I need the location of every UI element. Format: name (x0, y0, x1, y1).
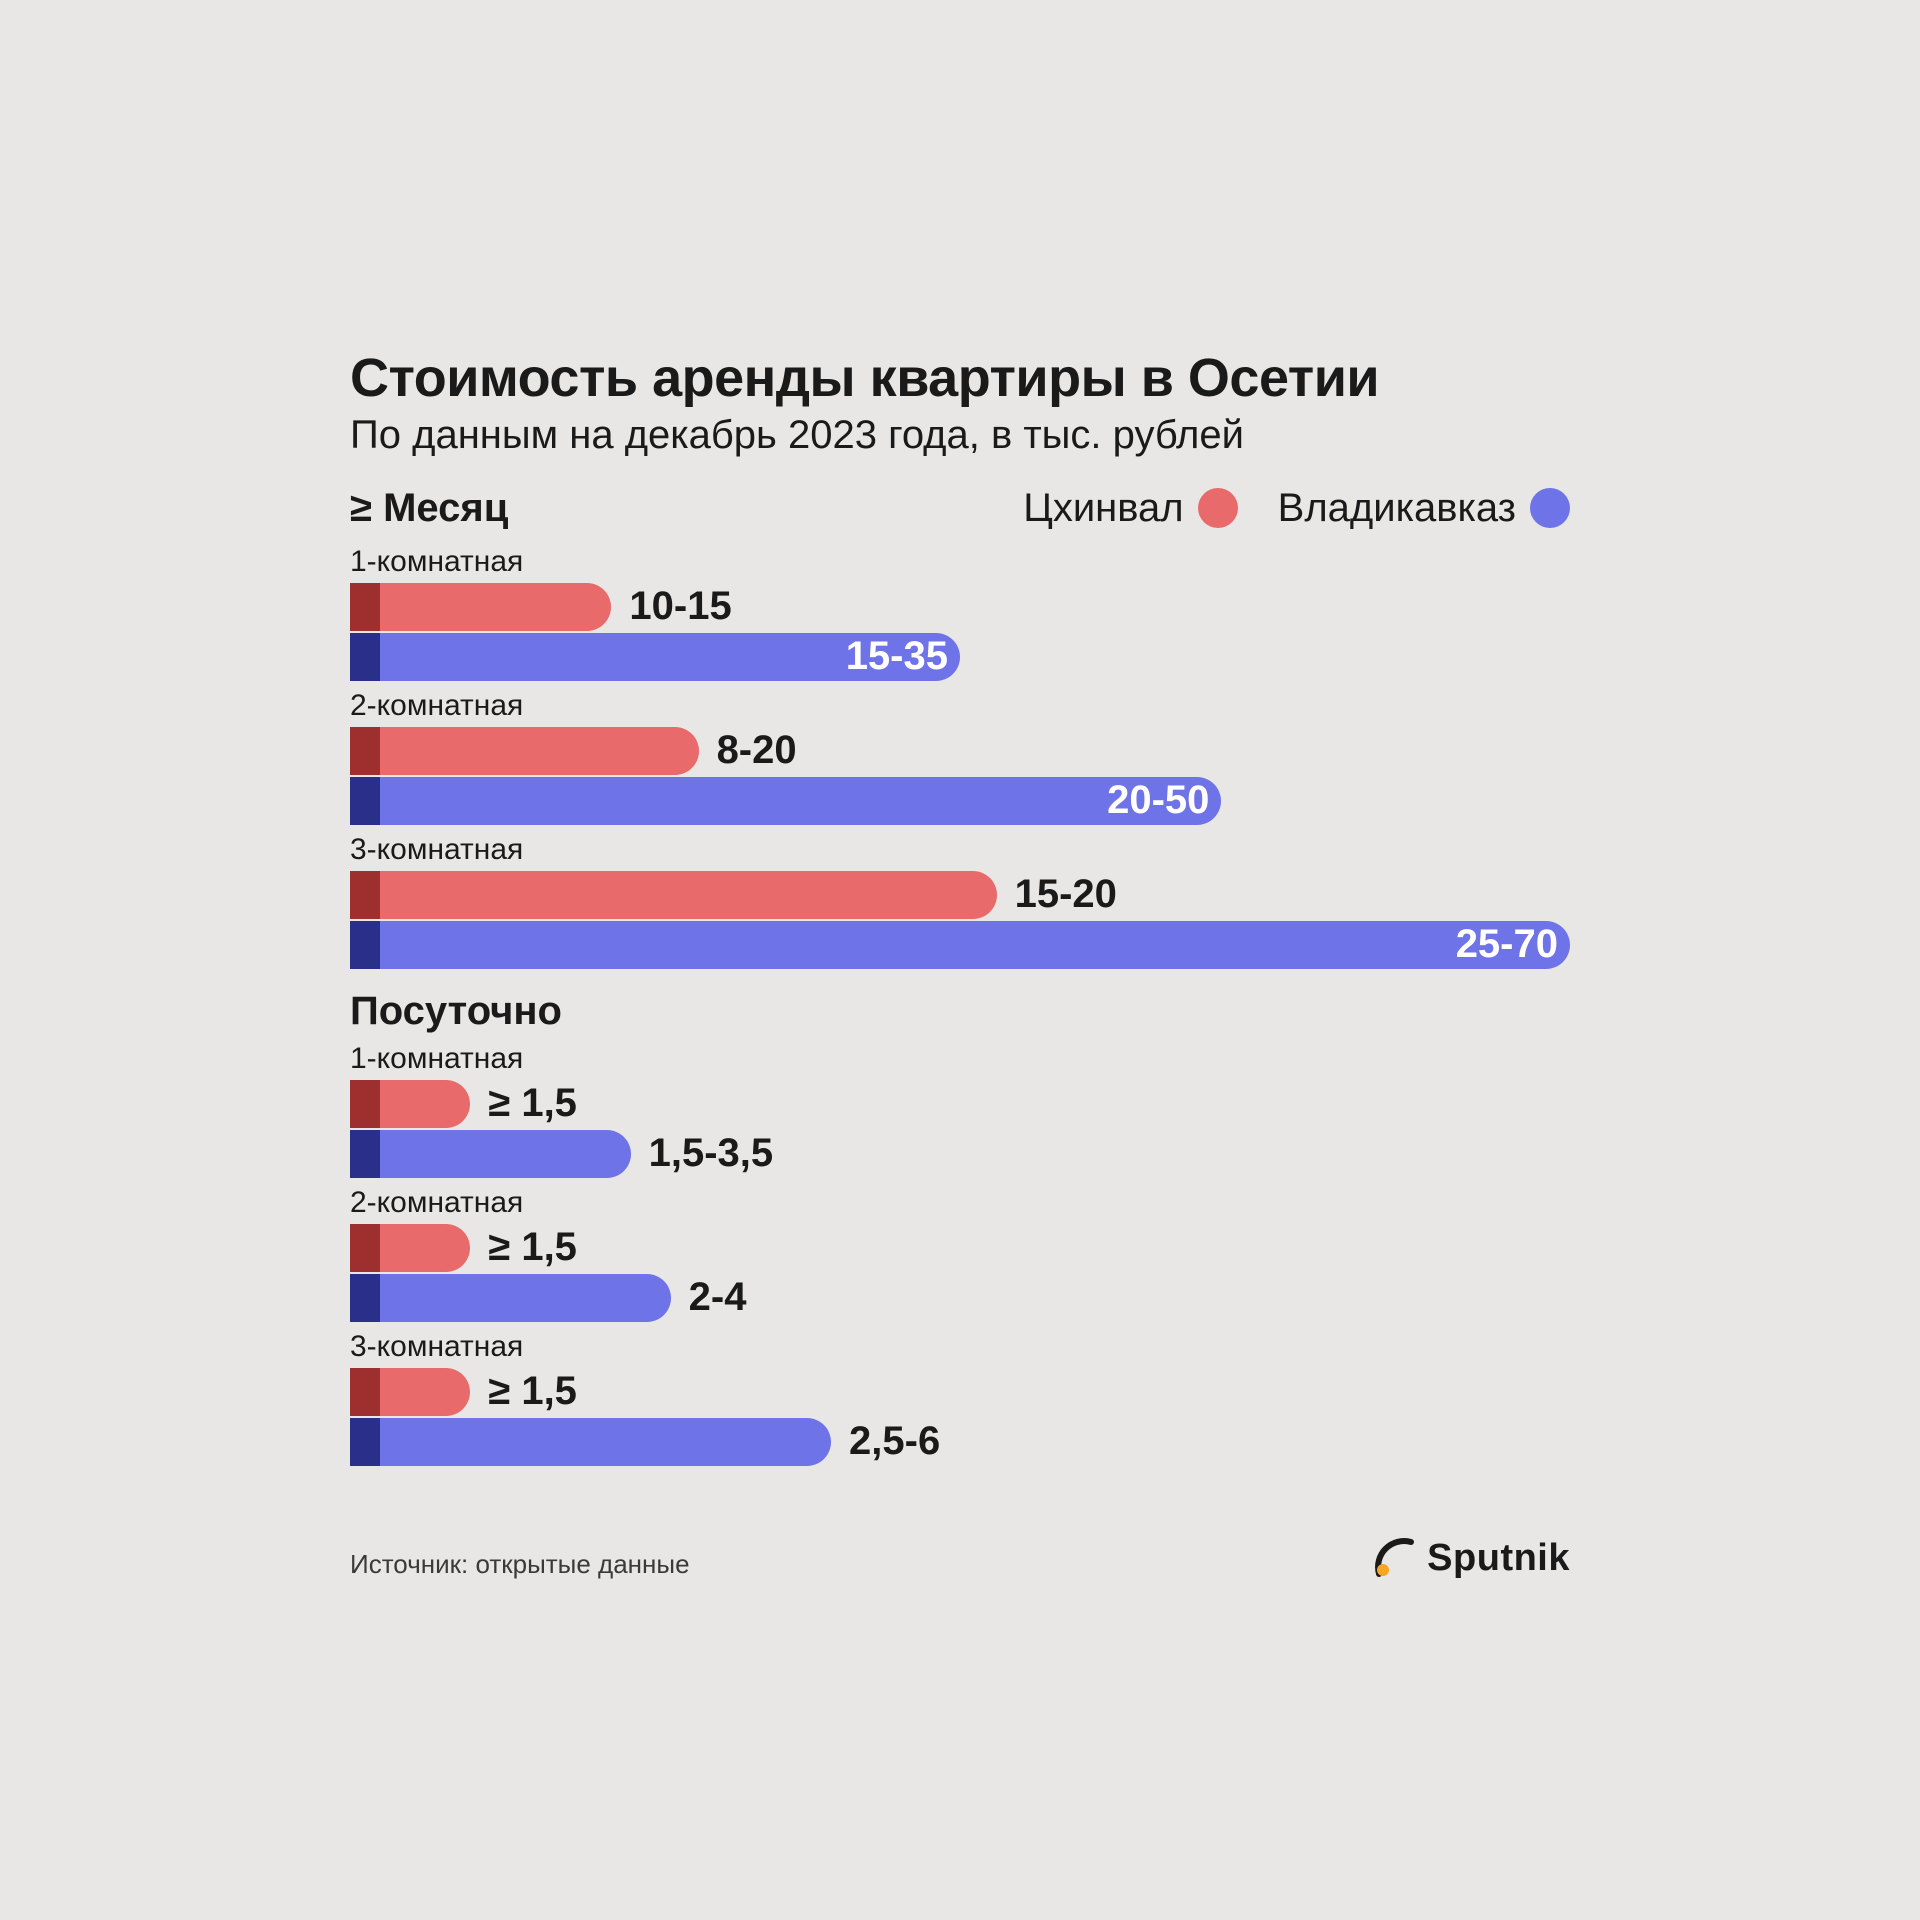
section-daily: 1-комнатная≥ 1,51,5-3,52-комнатная≥ 1,52… (350, 1034, 1570, 1468)
bar-accent (350, 583, 380, 631)
bar (350, 1130, 631, 1178)
legend-item-city1: Цхинвал (1023, 486, 1237, 531)
chart-title: Стоимость аренды квартиры в Осетии (350, 350, 1570, 407)
bar-accent (350, 1274, 380, 1322)
section-heading-daily: Посуточно (350, 989, 1570, 1034)
bar-row: 2,5-6 (350, 1418, 1570, 1466)
bar-accent (350, 777, 380, 825)
bar-value-label: 15-20 (1015, 872, 1117, 917)
bar-group: 2-комнатная ≥ 1,5 2-4 (350, 1186, 1570, 1322)
bar-row: 20-50 (350, 777, 1570, 825)
bar-value-label: ≥ 1,5 (488, 1369, 577, 1414)
bar-accent (350, 1080, 380, 1128)
bar-value-label: ≥ 1,5 (488, 1081, 577, 1126)
sputnik-logo: Sputnik (1373, 1536, 1570, 1580)
section-monthly: 1-комнатная 10-15 15-35 2-комнатная 8-20 20-5… (350, 537, 1570, 971)
group-label: 1-комнатная (350, 545, 1570, 579)
bar-row: ≥ 1,5 (350, 1368, 1570, 1416)
bar-row: 15-35 (350, 633, 1570, 681)
bar-accent (350, 633, 380, 681)
bar (350, 1418, 831, 1466)
sputnik-logo-icon (1373, 1536, 1417, 1580)
legend-item-city2: Владикавказ (1278, 486, 1570, 531)
legend: Цхинвал Владикавказ (1023, 486, 1570, 531)
bar-row: 8-20 (350, 727, 1570, 775)
bar-value-label: 15-35 (846, 634, 948, 679)
bar-group: 3-комнатная ≥ 1,5 2,5-6 (350, 1330, 1570, 1466)
legend-swatch-city1 (1198, 488, 1238, 528)
bar (350, 777, 1221, 825)
bar-row: 1,5-3,5 (350, 1130, 1570, 1178)
bar-value-label: 10-15 (629, 584, 731, 629)
bar-value-label: 20-50 (1107, 778, 1209, 823)
bar-value-label: 2-4 (689, 1275, 747, 1320)
legend-label-city2: Владикавказ (1278, 486, 1516, 531)
legend-swatch-city2 (1530, 488, 1570, 528)
bar-accent (350, 727, 380, 775)
bar-group: 1-комнатная ≥ 1,5 1,5-3,5 (350, 1042, 1570, 1178)
source-text: Источник: открытые данные (350, 1549, 690, 1580)
bar-accent (350, 1418, 380, 1466)
bar-row: 15-20 (350, 871, 1570, 919)
group-label: 2-комнатная (350, 1186, 1570, 1220)
bar-group: 3-комнатная 15-20 25-70 (350, 833, 1570, 969)
legend-row: ≥ Месяц Цхинвал Владикавказ (350, 486, 1570, 531)
bar-value-label: 8-20 (717, 728, 797, 773)
bar-accent (350, 1368, 380, 1416)
chart-subtitle: По данным на декабрь 2023 года, в тыс. р… (350, 413, 1570, 458)
sputnik-logo-text: Sputnik (1427, 1537, 1570, 1580)
footer: Источник: открытые данные Sputnik (350, 1522, 1570, 1580)
bar-group: 1-комнатная 10-15 15-35 (350, 545, 1570, 681)
bar-row: 10-15 (350, 583, 1570, 631)
bar-row: 2-4 (350, 1274, 1570, 1322)
bar-value-label: 2,5-6 (849, 1419, 940, 1464)
infographic-card: Стоимость аренды квартиры в Осетии По да… (320, 320, 1600, 1600)
bar-group: 2-комнатная 8-20 20-50 (350, 689, 1570, 825)
bar-row: ≥ 1,5 (350, 1080, 1570, 1128)
bar (350, 871, 997, 919)
bar-row: ≥ 1,5 (350, 1224, 1570, 1272)
legend-label-city1: Цхинвал (1023, 486, 1183, 531)
bar (350, 727, 699, 775)
bar (350, 583, 611, 631)
bar-row: 25-70 (350, 921, 1570, 969)
bar-value-label: ≥ 1,5 (488, 1225, 577, 1270)
group-label: 2-комнатная (350, 689, 1570, 723)
bar (350, 1274, 671, 1322)
section-heading-monthly: ≥ Месяц (350, 486, 508, 531)
group-label: 1-комнатная (350, 1042, 1570, 1076)
bar-accent (350, 921, 380, 969)
group-label: 3-комнатная (350, 833, 1570, 867)
bar-value-label: 25-70 (1456, 922, 1558, 967)
bar-accent (350, 1224, 380, 1272)
bar (350, 921, 1570, 969)
group-label: 3-комнатная (350, 1330, 1570, 1364)
bar-value-label: 1,5-3,5 (649, 1131, 774, 1176)
bar-accent (350, 871, 380, 919)
bar-accent (350, 1130, 380, 1178)
